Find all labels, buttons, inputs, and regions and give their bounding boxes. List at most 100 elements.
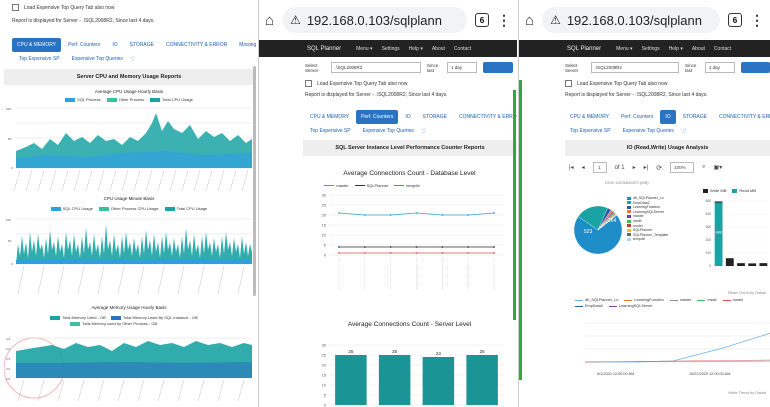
pie-legend-item: LearningFunction bbox=[627, 205, 668, 210]
since-select[interactable]: 1 day bbox=[704, 62, 735, 73]
since-select[interactable]: 1 day bbox=[447, 62, 477, 73]
heart-icon: ♡ bbox=[680, 128, 687, 135]
tab-connectivity[interactable]: CONNECTIVITY & ERROR bbox=[458, 114, 517, 120]
tab-top-expensive-sp[interactable]: Top Expensive SP bbox=[570, 128, 611, 134]
report-tabs: CPU & MEMORY Perf. Counters IO STORAGE C… bbox=[259, 98, 517, 124]
trend-legend-item: msdb bbox=[697, 298, 717, 302]
tab-io[interactable]: IO bbox=[112, 42, 118, 48]
tab-cpu-memory[interactable]: CPU & MEMORY bbox=[310, 114, 350, 120]
nav-contact[interactable]: Contact bbox=[453, 45, 472, 52]
tab-missing-index[interactable]: Missing Inde bbox=[239, 42, 258, 48]
checkbox-label: Load Expensive Top Query Tab also now bbox=[24, 4, 115, 11]
bar-value-label: 25 bbox=[480, 349, 486, 354]
address-bar[interactable]: ⚠ 192.168.0.103/sqlplann bbox=[282, 7, 467, 33]
legend-label: EmpData2 bbox=[633, 200, 650, 205]
tab-storage[interactable]: STORAGE bbox=[682, 114, 707, 120]
refresh-icon[interactable]: ⟳ bbox=[656, 164, 663, 172]
tab-count-button[interactable]: 6 bbox=[475, 13, 489, 27]
legend-label: model bbox=[633, 223, 643, 228]
scrollbar[interactable] bbox=[253, 66, 256, 296]
scroll-indicator[interactable] bbox=[513, 90, 516, 320]
expensive-query-checkbox[interactable] bbox=[565, 80, 572, 87]
scroll-indicator[interactable] bbox=[519, 80, 522, 380]
legend-label: master bbox=[633, 214, 644, 219]
trend-legend-item: model bbox=[722, 298, 743, 302]
pie-legend-item: tempdb bbox=[627, 237, 668, 242]
export-icon[interactable]: ▣▾ bbox=[713, 165, 723, 171]
nav-settings[interactable]: Settings bbox=[381, 45, 400, 52]
page-number-input[interactable]: 1 bbox=[592, 162, 607, 173]
nav-menu[interactable]: Menu ▾ bbox=[356, 45, 373, 52]
tab-perf-counters[interactable]: Perf. Counters bbox=[356, 110, 399, 124]
section-title: Server CPU and Memory Usage Reports bbox=[4, 69, 254, 85]
chart3-title: Average Memory Usage Hourly Basis bbox=[91, 305, 167, 310]
data-point bbox=[415, 212, 418, 214]
app-brand[interactable]: SQL Planner bbox=[567, 45, 602, 52]
nav-contact[interactable]: Contact bbox=[713, 45, 732, 52]
zoom-select[interactable]: 100% bbox=[670, 162, 695, 173]
legend-item: Other Process CPU Usage bbox=[98, 206, 159, 211]
tab-io[interactable]: IO bbox=[405, 114, 411, 120]
more-menu-icon[interactable]: ⋮ bbox=[750, 11, 764, 28]
since-label: Since last bbox=[427, 62, 439, 73]
trend-legend-item: LearningSQLServer bbox=[608, 304, 653, 308]
nav-about[interactable]: About bbox=[691, 45, 705, 52]
legend-item: Total Memory Used - GB Total Memory Used… bbox=[50, 315, 198, 321]
tab-storage[interactable]: STORAGE bbox=[422, 114, 447, 120]
home-icon[interactable]: ⌂ bbox=[525, 11, 535, 29]
nav-about[interactable]: About bbox=[431, 45, 445, 52]
address-bar[interactable]: ⚠ 192.168.0.103/sqlplann bbox=[542, 7, 720, 33]
expensive-query-checkbox[interactable] bbox=[305, 80, 312, 87]
legend-label: db_SQLPlanner_Lo bbox=[633, 196, 664, 200]
nav-settings[interactable]: Settings bbox=[641, 45, 660, 52]
tab-connectivity[interactable]: CONNECTIVITY & ERROR bbox=[165, 42, 228, 48]
browser-toolbar: ⌂ ⚠ 192.168.0.103/sqlplann 6 ⋮ bbox=[259, 0, 517, 40]
go-button[interactable] bbox=[483, 62, 513, 73]
pie-title: DISK DATABASES (MB) bbox=[605, 180, 649, 185]
tab-perf-counters[interactable]: Perf. Counters bbox=[68, 42, 101, 48]
prev-page-icon[interactable]: ◂ bbox=[581, 165, 585, 171]
y-tick-label: 0 bbox=[324, 403, 327, 407]
write-trend-title: Write Trend by Datab bbox=[728, 390, 766, 395]
warning-icon[interactable]: ⚠ bbox=[290, 13, 301, 27]
tab-connectivity[interactable]: CONNECTIVITY & ERROR bbox=[718, 114, 770, 120]
last-page-icon[interactable]: ▸| bbox=[643, 165, 649, 171]
legend-item: Total CPU Usage bbox=[150, 97, 193, 102]
tab-cpu-memory[interactable]: CPU & MEMORY bbox=[12, 38, 62, 52]
tab-top-expensive-sp[interactable]: Top Expensive SP bbox=[19, 56, 60, 62]
expensive-query-checkbox-row[interactable]: Load Expensive Top Query Tab also now bbox=[519, 73, 770, 87]
legend-label: db_SQLPlanner_Lo bbox=[585, 298, 619, 302]
server-select[interactable]: .\SQL2008R2 bbox=[331, 62, 421, 73]
bar-legend: Write MB Read MB bbox=[703, 188, 756, 193]
section-title: IO (Read,Write) Usage Analysis bbox=[565, 140, 770, 156]
tab-top-expensive-sp[interactable]: Top Expensive SP bbox=[310, 128, 351, 134]
home-icon[interactable]: ⌂ bbox=[265, 11, 275, 29]
warning-icon[interactable]: ⚠ bbox=[550, 13, 561, 27]
search-icon[interactable]: ⌕ bbox=[702, 164, 706, 170]
nav-help[interactable]: Help ▾ bbox=[408, 45, 423, 52]
tab-cpu-memory[interactable]: CPU & MEMORY bbox=[570, 114, 610, 120]
tab-expensive-top-queries[interactable]: Expensive Top Queries bbox=[71, 56, 123, 62]
app-brand[interactable]: SQL Planner bbox=[307, 45, 342, 52]
expensive-query-checkbox-row[interactable]: Load Expensive Top Query Tab also now bbox=[259, 73, 517, 87]
tab-io[interactable]: IO bbox=[660, 110, 676, 124]
tab-count-button[interactable]: 6 bbox=[728, 13, 742, 27]
legend-swatch bbox=[627, 214, 631, 218]
nav-menu[interactable]: Menu ▾ bbox=[616, 45, 633, 52]
right-screenshot-panel: ⌂ ⚠ 192.168.0.103/sqlplann 6 ⋮ SQL Plann… bbox=[518, 0, 770, 407]
tab-expensive-top-queries[interactable]: Expensive Top Queries bbox=[362, 128, 414, 134]
svg-text:0: 0 bbox=[11, 166, 13, 170]
db-connections-legend: master SQLPlanner tempdb bbox=[307, 183, 437, 188]
expensive-query-checkbox[interactable] bbox=[12, 4, 19, 11]
y-tick-label: 5 bbox=[324, 393, 327, 398]
first-page-icon[interactable]: |◂ bbox=[569, 165, 574, 171]
server-select[interactable]: .\SQL2008R2 bbox=[590, 62, 680, 73]
more-menu-icon[interactable]: ⋮ bbox=[497, 11, 511, 28]
tab-perf-counters[interactable]: Perf. Counters bbox=[621, 114, 654, 120]
expensive-query-checkbox-row[interactable]: Load Expensive Top Query Tab also now bbox=[0, 0, 258, 11]
tab-storage[interactable]: STORAGE bbox=[129, 42, 154, 48]
go-button[interactable] bbox=[740, 62, 770, 73]
next-page-icon[interactable]: ▸ bbox=[632, 165, 636, 171]
tab-expensive-top-queries[interactable]: Expensive Top Queries bbox=[622, 128, 674, 134]
nav-help[interactable]: Help ▾ bbox=[668, 45, 683, 52]
